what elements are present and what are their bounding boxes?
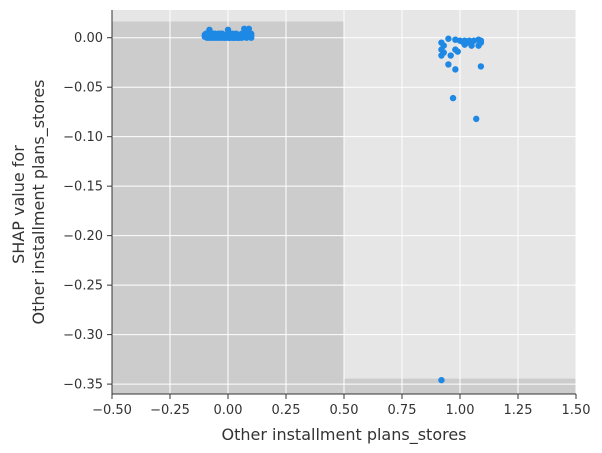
y-tick-label: −0.25 bbox=[63, 279, 103, 294]
x-axis-ticks: −0.50 −0.25 0.00 0.25 0.50 0.75 1.00 1.25 1.50 bbox=[92, 394, 590, 418]
data-point bbox=[243, 30, 250, 37]
scatter-points bbox=[201, 25, 485, 384]
data-point bbox=[203, 31, 211, 38]
data-point bbox=[248, 30, 255, 37]
x-tick-label: 0.25 bbox=[272, 403, 301, 418]
y-tick-label: −0.15 bbox=[63, 180, 103, 195]
data-point bbox=[445, 35, 452, 42]
x-tick-label: −0.25 bbox=[150, 403, 190, 418]
y-tick-label: −0.05 bbox=[63, 81, 103, 96]
y-axis-title-line-2: Other installment plans_stores bbox=[29, 79, 49, 324]
x-axis-title: Other installment plans_stores bbox=[221, 425, 466, 445]
data-point bbox=[454, 48, 461, 55]
x-tick-label: 0.00 bbox=[214, 403, 243, 418]
data-point bbox=[438, 52, 445, 59]
gridlines bbox=[111, 10, 577, 394]
y-tick-label: 0.00 bbox=[74, 31, 103, 46]
data-point bbox=[245, 25, 253, 33]
x-tick-label: 1.25 bbox=[504, 403, 533, 418]
data-point bbox=[447, 52, 454, 59]
y-tick-label: −0.20 bbox=[63, 229, 103, 244]
data-point bbox=[473, 115, 480, 123]
data-point bbox=[449, 94, 457, 102]
y-tick-label: −0.30 bbox=[63, 328, 103, 343]
data-point bbox=[438, 376, 445, 384]
data-point bbox=[445, 61, 452, 68]
y-tick-label: −0.35 bbox=[63, 378, 103, 393]
data-point bbox=[477, 37, 485, 44]
data-point bbox=[222, 31, 229, 38]
y-axis-title: SHAP value for Other installment plans_s… bbox=[9, 79, 49, 324]
x-tick-label: 1.00 bbox=[446, 403, 475, 418]
data-point bbox=[452, 66, 459, 73]
x-tick-label: 1.50 bbox=[562, 403, 591, 418]
x-tick-label: −0.50 bbox=[92, 403, 132, 418]
data-point bbox=[466, 37, 473, 44]
y-axis-title-line-1: SHAP value for bbox=[9, 145, 28, 264]
data-point bbox=[238, 34, 246, 41]
y-axis-ticks: 0.00 −0.05 −0.10 −0.15 −0.20 −0.25 −0.30 −0.35 bbox=[63, 31, 112, 393]
x-tick-label: 0.50 bbox=[330, 403, 359, 418]
data-point bbox=[468, 42, 475, 49]
data-point bbox=[224, 26, 232, 33]
x-tick-label: 0.75 bbox=[388, 403, 417, 418]
y-tick-label: −0.10 bbox=[63, 130, 103, 145]
data-point bbox=[477, 63, 485, 70]
